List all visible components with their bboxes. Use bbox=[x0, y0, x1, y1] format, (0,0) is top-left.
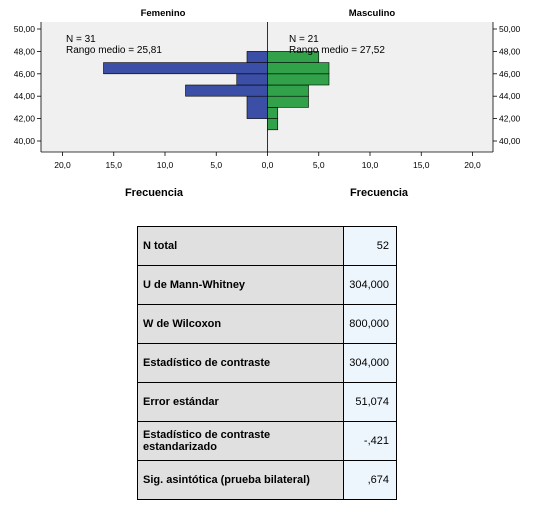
bar-masculino-0 bbox=[267, 118, 279, 131]
annotation-femenino-n: N = 31 bbox=[66, 34, 96, 45]
row-value: 800,000 bbox=[343, 304, 397, 344]
row-value: ,674 bbox=[343, 460, 397, 500]
y-tick-label-left: 40,00 bbox=[14, 136, 36, 146]
row-value: 304,000 bbox=[343, 343, 397, 383]
y-tick-label-right: 48,00 bbox=[499, 46, 521, 56]
y-tick-label-right: 44,00 bbox=[499, 91, 521, 101]
bar-masculino-3 bbox=[267, 84, 309, 97]
row-value: -,421 bbox=[343, 421, 397, 461]
group-title-femenino: Femenino bbox=[141, 8, 186, 19]
row-label: W de Wilcoxon bbox=[137, 304, 344, 344]
row-label: Error estándar bbox=[137, 382, 344, 422]
annotation-masculino-n: N = 21 bbox=[289, 34, 319, 45]
histogram-chart: Femenino Masculino N = 31 Rango medio = … bbox=[14, 8, 521, 199]
bar-masculino-5 bbox=[267, 62, 330, 75]
bar-femenino-0 bbox=[246, 95, 268, 119]
x-tick-label-left: 0,0 bbox=[262, 160, 274, 170]
table-row: U de Mann-Whitney 304,000 bbox=[137, 265, 397, 305]
bar-masculino-4 bbox=[267, 73, 330, 86]
y-tick-label-right: 40,00 bbox=[499, 136, 521, 146]
y-tick-label-right: 42,00 bbox=[499, 114, 521, 124]
table-row: Error estándar 51,074 bbox=[137, 382, 397, 422]
y-tick-label-left: 48,00 bbox=[14, 46, 36, 56]
row-label: U de Mann-Whitney bbox=[137, 265, 344, 305]
row-label: N total bbox=[137, 226, 344, 266]
bar-femenino-2 bbox=[236, 73, 268, 86]
bar-femenino-1 bbox=[185, 84, 268, 97]
bar-masculino-1 bbox=[267, 107, 279, 119]
x-tick-label-right: 20,0 bbox=[464, 160, 481, 170]
x-tick-label-left: 20,0 bbox=[54, 160, 71, 170]
y-tick-label-left: 42,00 bbox=[14, 114, 36, 124]
table-row: Sig. asintótica (prueba bilateral) ,674 bbox=[137, 460, 397, 500]
row-label: Estadístico de contraste estandarizado bbox=[137, 421, 344, 461]
bar-masculino-2 bbox=[267, 95, 309, 108]
y-tick-label-left: 50,00 bbox=[14, 24, 36, 34]
bar-femenino-3 bbox=[103, 62, 268, 75]
table-row: Estadístico de contraste 304,000 bbox=[137, 343, 397, 383]
x-tick-label-left: 5,0 bbox=[210, 160, 222, 170]
x-tick-label-right: 15,0 bbox=[413, 160, 430, 170]
y-tick-label-left: 44,00 bbox=[14, 91, 36, 101]
y-tick-label-right: 50,00 bbox=[499, 24, 521, 34]
table-row: W de Wilcoxon 800,000 bbox=[137, 304, 397, 344]
annotation-femenino-rango: Rango medio = 25,81 bbox=[66, 45, 162, 56]
row-value: 51,074 bbox=[343, 382, 397, 422]
bars-layer bbox=[103, 51, 330, 131]
x-tick-label-left: 10,0 bbox=[157, 160, 174, 170]
table-row: N total 52 bbox=[137, 226, 397, 266]
row-label: Sig. asintótica (prueba bilateral) bbox=[137, 460, 344, 500]
bar-femenino-4 bbox=[246, 51, 268, 63]
table-row: Estadístico de contraste estandarizado -… bbox=[137, 421, 397, 461]
ticks-layer: 50,00 50,00 48,00 48,00 46,00 46,00 44,00 44,00… bbox=[14, 24, 521, 170]
x-axis-title-right: Frecuencia bbox=[350, 187, 409, 199]
group-title-masculino: Masculino bbox=[349, 8, 396, 19]
y-tick-label-right: 46,00 bbox=[499, 69, 521, 79]
row-value: 304,000 bbox=[343, 265, 397, 305]
stats-table: N total 52 U de Mann-Whitney 304,000 W d… bbox=[137, 226, 397, 500]
x-tick-label-left: 15,0 bbox=[105, 160, 122, 170]
annotation-masculino-rango: Rango medio = 27,52 bbox=[289, 45, 385, 56]
x-tick-label-right: 5,0 bbox=[313, 160, 325, 170]
x-tick-label-right: 10,0 bbox=[362, 160, 379, 170]
bar-masculino-6 bbox=[267, 51, 320, 63]
row-value: 52 bbox=[343, 226, 397, 266]
y-tick-label-left: 46,00 bbox=[14, 69, 36, 79]
row-label: Estadístico de contraste bbox=[137, 343, 344, 383]
x-axis-title-left: Frecuencia bbox=[125, 187, 184, 199]
